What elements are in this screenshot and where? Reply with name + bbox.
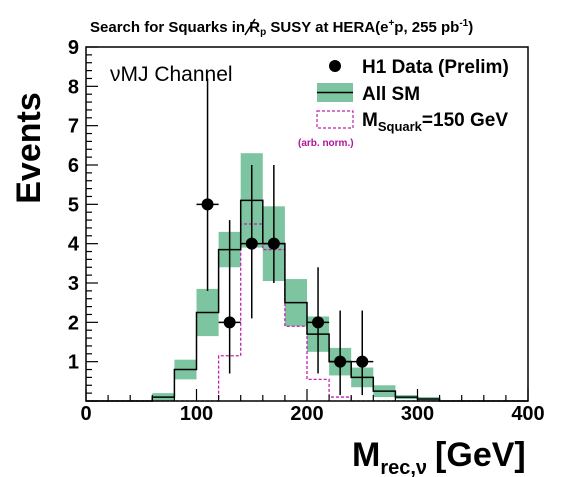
data-point — [312, 316, 325, 329]
x-tick-label: 300 — [401, 403, 434, 425]
data-point — [267, 237, 280, 250]
data-point — [334, 355, 347, 368]
data-point — [223, 316, 236, 329]
y-tick-label: 2 — [68, 312, 79, 334]
sm-histogram — [86, 199, 528, 402]
x-tick-label: 200 — [290, 403, 323, 425]
y-tick-label: 5 — [68, 194, 79, 216]
y-tick-label: 8 — [68, 76, 79, 98]
x-tick-label: 100 — [180, 403, 213, 425]
channel-label: νMJ Channel — [110, 63, 233, 86]
y-axis-label: Events — [10, 92, 48, 204]
y-tick-label: 7 — [68, 116, 79, 138]
data-point — [201, 198, 214, 211]
chart-title: Search for Squarks in Rp SUSY at HERA(e+… — [90, 18, 473, 38]
y-tick-label: 4 — [68, 234, 80, 256]
legend-squark-swatch — [316, 110, 354, 129]
data-point — [245, 237, 258, 250]
rp-slash — [244, 18, 256, 36]
x-tick-label: 0 — [80, 403, 91, 425]
legend: H1 Data (Prelim) All SM MSquark=150 GeV … — [298, 57, 509, 149]
legend-data-label: H1 Data (Prelim) — [362, 57, 509, 78]
legend-squark-label: MSquark=150 GeV — [362, 110, 508, 134]
axes: 0 100 200 300 400 1 2 3 4 5 6 7 8 9 — [68, 37, 545, 425]
y-tick-label: 3 — [68, 273, 79, 295]
legend-squark-note: (arb. norm.) — [298, 138, 354, 149]
y-tick-label: 9 — [68, 37, 79, 59]
data-point — [356, 355, 369, 368]
x-tick-label: 400 — [511, 403, 544, 425]
legend-data-marker — [329, 60, 341, 72]
x-axis-label: Mrec,ν [GeV] — [352, 436, 526, 477]
y-tick-label: 6 — [68, 155, 79, 177]
legend-sm-label: All SM — [362, 84, 420, 105]
y-tick-label: 1 — [68, 352, 79, 374]
